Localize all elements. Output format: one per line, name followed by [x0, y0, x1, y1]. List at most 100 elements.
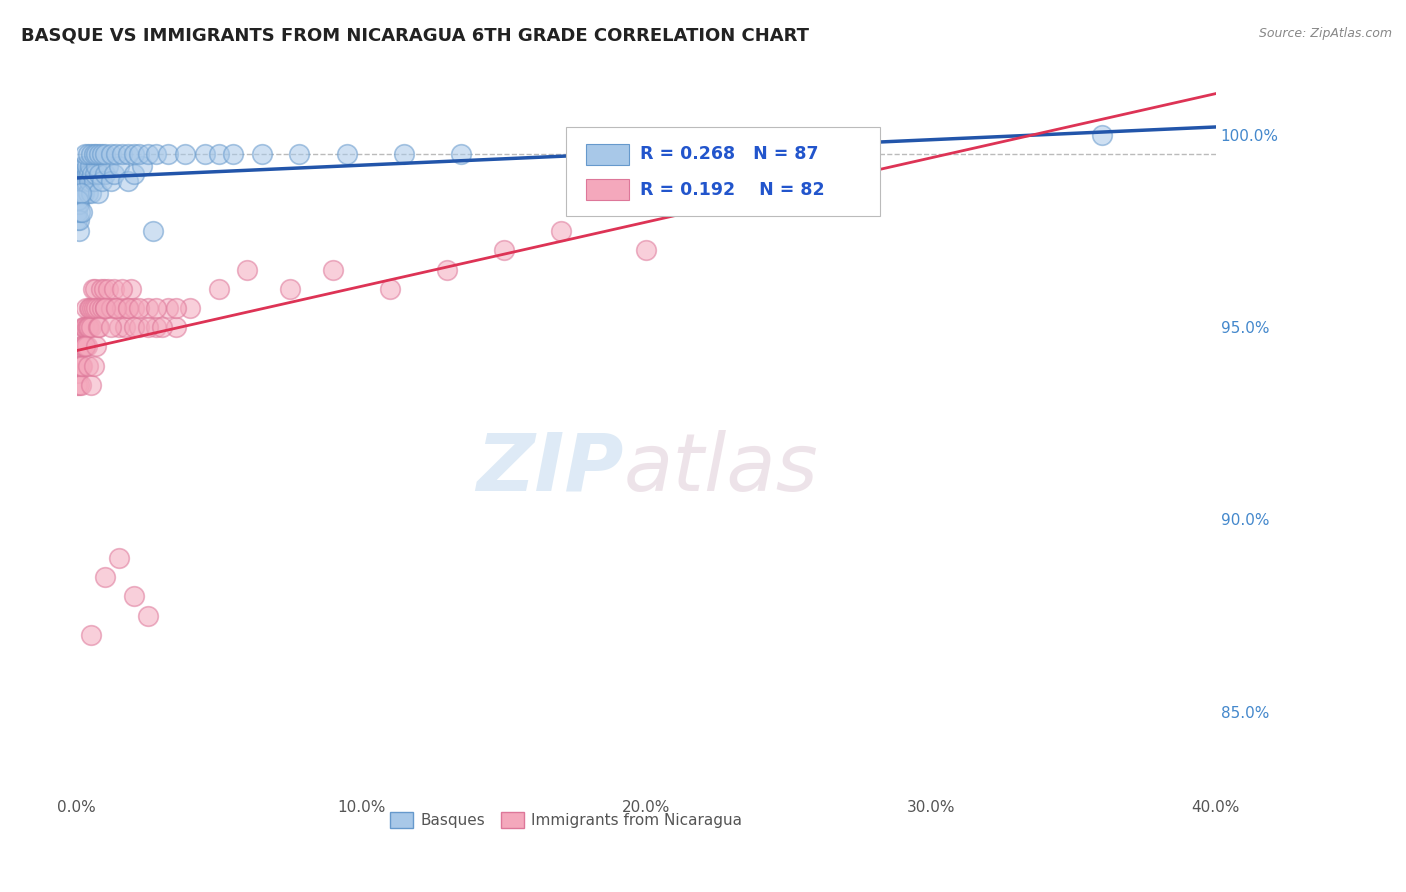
Point: [250, 147, 273, 161]
Point: [75, 320, 97, 334]
Point: [450, 147, 472, 161]
Point: [89, 147, 111, 161]
Point: [86, 301, 108, 315]
Point: [108, 159, 131, 173]
Point: [173, 147, 195, 161]
Bar: [586, 179, 628, 201]
Text: R = 0.268   N = 87: R = 0.268 N = 87: [640, 145, 818, 163]
Point: [70, 339, 93, 353]
Point: [91, 301, 114, 315]
Point: [122, 147, 145, 161]
Point: [72, 174, 94, 188]
Point: [67, 378, 90, 392]
Point: [287, 147, 309, 161]
Point: [122, 167, 145, 181]
Point: [834, 147, 856, 161]
Point: [70, 174, 93, 188]
Point: [70, 186, 93, 200]
Point: [67, 359, 90, 373]
Point: [94, 167, 117, 181]
Point: [378, 282, 401, 296]
Point: [70, 167, 93, 181]
Point: [105, 301, 128, 315]
Point: [80, 186, 103, 200]
Point: [83, 301, 105, 315]
Point: [117, 301, 139, 315]
Point: [117, 174, 139, 188]
Point: [69, 167, 91, 181]
Point: [322, 262, 344, 277]
Point: [79, 320, 101, 334]
Point: [73, 339, 96, 353]
Point: [100, 320, 122, 334]
Point: [103, 282, 125, 296]
Point: [122, 590, 145, 604]
Point: [82, 167, 104, 181]
Point: [69, 359, 91, 373]
Point: [94, 147, 117, 161]
Point: [103, 167, 125, 181]
Point: [89, 320, 111, 334]
Point: [145, 301, 167, 315]
Point: [100, 147, 122, 161]
Point: [77, 320, 100, 334]
Point: [336, 147, 359, 161]
Point: [111, 301, 134, 315]
Point: [86, 159, 108, 173]
Point: [72, 159, 94, 173]
Point: [67, 174, 90, 188]
Point: [222, 147, 245, 161]
Point: [145, 147, 167, 161]
Point: [70, 174, 93, 188]
Point: [82, 282, 104, 296]
Point: [606, 174, 628, 188]
Point: [67, 359, 90, 373]
Point: [87, 320, 110, 334]
Point: [165, 301, 187, 315]
Point: [156, 301, 179, 315]
Point: [77, 359, 100, 373]
Point: [136, 147, 159, 161]
Point: [165, 320, 187, 334]
Point: [77, 147, 100, 161]
Point: [89, 301, 111, 315]
Text: R = 0.192    N = 82: R = 0.192 N = 82: [640, 181, 825, 199]
Point: [70, 359, 93, 373]
Point: [93, 282, 115, 296]
Text: ZIP: ZIP: [477, 430, 623, 508]
Point: [150, 320, 173, 334]
Point: [136, 320, 159, 334]
Point: [492, 244, 515, 258]
FancyBboxPatch shape: [567, 128, 880, 216]
Point: [94, 570, 117, 584]
Point: [120, 282, 142, 296]
Point: [69, 186, 91, 200]
Point: [111, 282, 134, 296]
Point: [66, 378, 89, 392]
Point: [91, 147, 114, 161]
Legend: Basques, Immigrants from Nicaragua: Basques, Immigrants from Nicaragua: [384, 806, 748, 834]
Point: [94, 301, 117, 315]
Point: [122, 320, 145, 334]
Point: [73, 167, 96, 181]
Point: [97, 282, 120, 296]
Point: [67, 224, 90, 238]
Point: [156, 147, 179, 161]
Point: [86, 339, 108, 353]
Point: [128, 320, 150, 334]
Point: [72, 167, 94, 181]
Point: [100, 301, 122, 315]
Point: [105, 301, 128, 315]
Point: [100, 174, 122, 188]
Point: [83, 174, 105, 188]
Point: [69, 174, 91, 188]
Point: [75, 174, 97, 188]
Point: [77, 186, 100, 200]
Point: [72, 320, 94, 334]
Point: [67, 186, 90, 200]
Point: [83, 147, 105, 161]
Point: [117, 301, 139, 315]
Point: [84, 167, 107, 181]
Point: [72, 167, 94, 181]
Point: [77, 167, 100, 181]
